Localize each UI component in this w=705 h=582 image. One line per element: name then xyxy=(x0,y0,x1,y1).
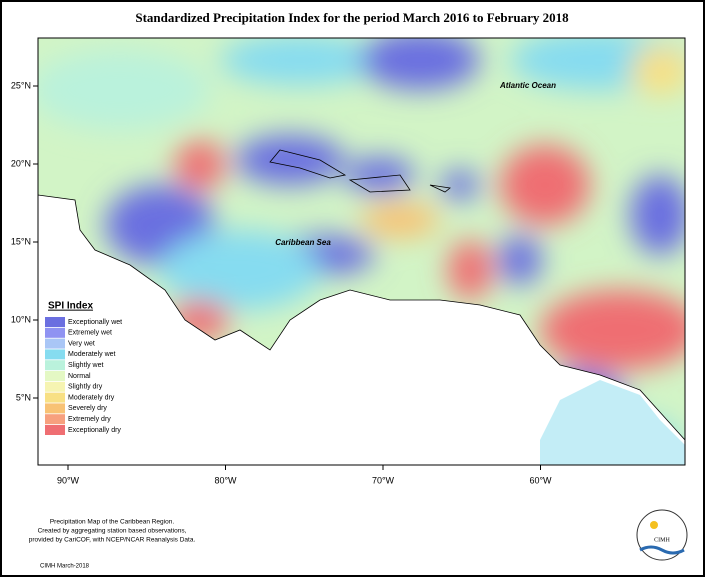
logo-wave xyxy=(639,545,685,555)
legend-swatch xyxy=(45,338,65,349)
legend-title: SPI Index xyxy=(48,301,93,312)
lon-label: 90°W xyxy=(57,475,80,485)
legend-label: Exceptionally dry xyxy=(68,427,121,434)
legend-swatch xyxy=(45,392,65,403)
legend-swatch xyxy=(45,425,65,435)
legend: Exceptionally wet Extremely wet Very wet Mo… xyxy=(45,317,122,435)
legend-label: Very wet xyxy=(68,340,95,347)
map-frame xyxy=(37,37,686,466)
footer-line: Precipitation Map of the Caribbean Regio… xyxy=(50,519,174,526)
legend-swatch xyxy=(45,327,65,338)
legend-label: Extremely wet xyxy=(68,330,112,337)
place-label: Atlantic Ocean xyxy=(499,81,556,90)
logo-sun xyxy=(650,521,658,529)
legend-label: Extremely dry xyxy=(68,416,111,423)
legend-swatch xyxy=(45,371,65,381)
legend-swatch xyxy=(45,317,65,327)
legend-label: Normal xyxy=(68,373,91,380)
lat-label: 25°N xyxy=(11,80,31,90)
graticule-labels: 25°N 20°N 15°N 10°N 5°N 90°W 80°W 70°W 60°W xyxy=(11,80,552,485)
legend-swatch xyxy=(45,381,65,392)
legend-label: Moderately dry xyxy=(68,394,115,401)
logo-text: CIMH xyxy=(654,537,670,543)
footer-line: Created by aggregating station based obs… xyxy=(38,528,187,535)
logo: CIMH xyxy=(636,509,688,561)
map-title: Standardized Precipitation Index for the… xyxy=(135,10,569,25)
lat-label: 15°N xyxy=(11,236,31,246)
legend-swatch xyxy=(45,403,65,414)
legend-label: Slightly wet xyxy=(68,362,103,369)
legend-label: Severely dry xyxy=(68,405,107,412)
lon-label: 70°W xyxy=(372,475,395,485)
lat-label: 10°N xyxy=(11,314,31,324)
lon-label: 60°W xyxy=(529,475,552,485)
footer-line: provided by CariCOF, with NCEP/NCAR Rean… xyxy=(29,537,196,544)
legend-label: Exceptionally wet xyxy=(68,319,122,326)
legend-swatch xyxy=(45,360,65,371)
land xyxy=(38,194,685,465)
credit: CIMH March-2018 xyxy=(40,564,90,570)
legend-swatch xyxy=(45,349,65,360)
islands xyxy=(269,149,451,193)
footer: Precipitation Map of the Caribbean Regio… xyxy=(29,519,196,544)
guianas xyxy=(540,380,685,465)
legend-label: Moderately wet xyxy=(68,351,116,358)
lon-label: 80°W xyxy=(214,475,237,485)
legend-swatch xyxy=(45,414,65,425)
lat-label: 20°N xyxy=(11,158,31,168)
legend-label: Slightly dry xyxy=(68,384,103,391)
place-label: Caribbean Sea xyxy=(275,238,331,247)
lat-label: 5°N xyxy=(16,392,31,402)
